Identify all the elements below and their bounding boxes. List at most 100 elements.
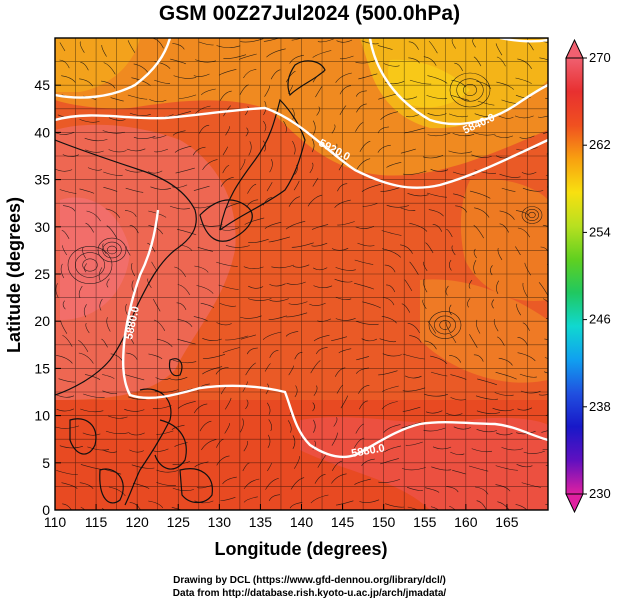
- x-tick-label: 165: [495, 514, 519, 530]
- streamline: [102, 374, 115, 380]
- streamline: [409, 79, 432, 85]
- y-tick-label: 30: [34, 219, 50, 235]
- streamline: [291, 108, 295, 120]
- streamline: [537, 115, 548, 118]
- circulation-loop: [456, 78, 484, 102]
- streamline: [516, 430, 536, 435]
- streamline: [266, 48, 286, 58]
- streamline: [248, 141, 252, 156]
- streamline: [294, 385, 298, 398]
- colorbar: 230 238 246 254 262 270: [565, 38, 611, 514]
- streamline: [126, 148, 146, 152]
- streamline: [286, 312, 308, 318]
- streamline: [430, 168, 449, 172]
- colorbar-tick-label: 238: [589, 399, 611, 414]
- streamline: [451, 245, 456, 256]
- streamline: [59, 445, 83, 449]
- streamline: [497, 501, 510, 510]
- streamline: [199, 223, 223, 227]
- streamline: [519, 373, 537, 378]
- streamline: [269, 283, 286, 287]
- streamline: [472, 38, 476, 48]
- streamline: [477, 378, 498, 386]
- streamline: [547, 186, 548, 188]
- colorbar-tick-label: 230: [589, 486, 611, 501]
- streamline: [248, 298, 272, 301]
- streamline: [156, 338, 173, 348]
- x-tick-label: 140: [290, 514, 314, 530]
- streamline: [356, 356, 370, 361]
- streamline: [495, 484, 511, 492]
- streamline: [522, 282, 528, 298]
- contour-5920-line: [55, 106, 548, 189]
- streamline: [124, 210, 137, 217]
- streamline: [220, 227, 240, 231]
- streamline: [216, 455, 230, 466]
- y-tick-label: 45: [34, 77, 50, 93]
- streamline: [310, 360, 321, 374]
- streamline: [218, 69, 237, 76]
- streamline: [378, 479, 400, 483]
- streamline: [107, 415, 128, 419]
- streamline: [312, 71, 325, 83]
- streamline: [313, 285, 333, 288]
- streamline: [220, 177, 234, 187]
- streamline: [517, 407, 533, 411]
- x-axis-label: Longitude (degrees): [214, 539, 387, 559]
- streamline: [172, 359, 197, 364]
- streamline: [335, 267, 356, 271]
- streamline: [405, 113, 421, 118]
- colorbar-tick-label: 246: [589, 312, 611, 327]
- streamline: [194, 500, 214, 504]
- streamline: [309, 162, 314, 174]
- streamline: [101, 338, 108, 348]
- streamline: [476, 81, 492, 89]
- streamline: [428, 209, 444, 217]
- streamline: [362, 301, 381, 309]
- streamline: [311, 138, 315, 153]
- streamline: [311, 242, 328, 247]
- streamline: [354, 282, 375, 290]
- streamline: [177, 284, 190, 295]
- streamline: [171, 424, 185, 431]
- streamline: [468, 465, 489, 472]
- streamline: [426, 192, 448, 198]
- streamline: [452, 133, 475, 137]
- streamline: [60, 321, 68, 334]
- streamline: [61, 75, 76, 83]
- streamline: [377, 144, 391, 153]
- streamline: [312, 440, 316, 450]
- streamline: [521, 482, 541, 488]
- streamline: [400, 148, 416, 154]
- streamline: [450, 397, 466, 401]
- streamline: [516, 464, 533, 468]
- y-tick-label: 25: [34, 266, 50, 282]
- streamline: [193, 185, 210, 191]
- credits: Drawing by DCL (https://www.gfd-dennou.o…: [0, 574, 619, 600]
- streamline: [519, 135, 535, 139]
- streamline: [288, 85, 293, 94]
- streamline: [474, 169, 497, 174]
- streamline: [174, 266, 186, 278]
- streamline: [453, 426, 471, 430]
- streamline: [292, 140, 296, 155]
- streamline: [431, 371, 448, 377]
- streamline: [177, 401, 196, 409]
- streamline: [494, 135, 514, 138]
- streamline: [540, 246, 548, 252]
- streamline: [356, 103, 367, 113]
- streamline: [194, 461, 209, 468]
- streamline: [264, 222, 282, 229]
- streamline: [386, 284, 396, 293]
- streamline: [428, 40, 438, 54]
- streamline: [381, 401, 398, 410]
- streamline: [498, 357, 513, 366]
- streamline: [62, 300, 66, 310]
- streamline: [287, 420, 292, 433]
- streamline: [522, 322, 530, 331]
- colorbar-min-arrow: [565, 493, 584, 514]
- streamline: [425, 487, 440, 493]
- height-contours: [55, 38, 548, 459]
- streamline: [402, 406, 421, 412]
